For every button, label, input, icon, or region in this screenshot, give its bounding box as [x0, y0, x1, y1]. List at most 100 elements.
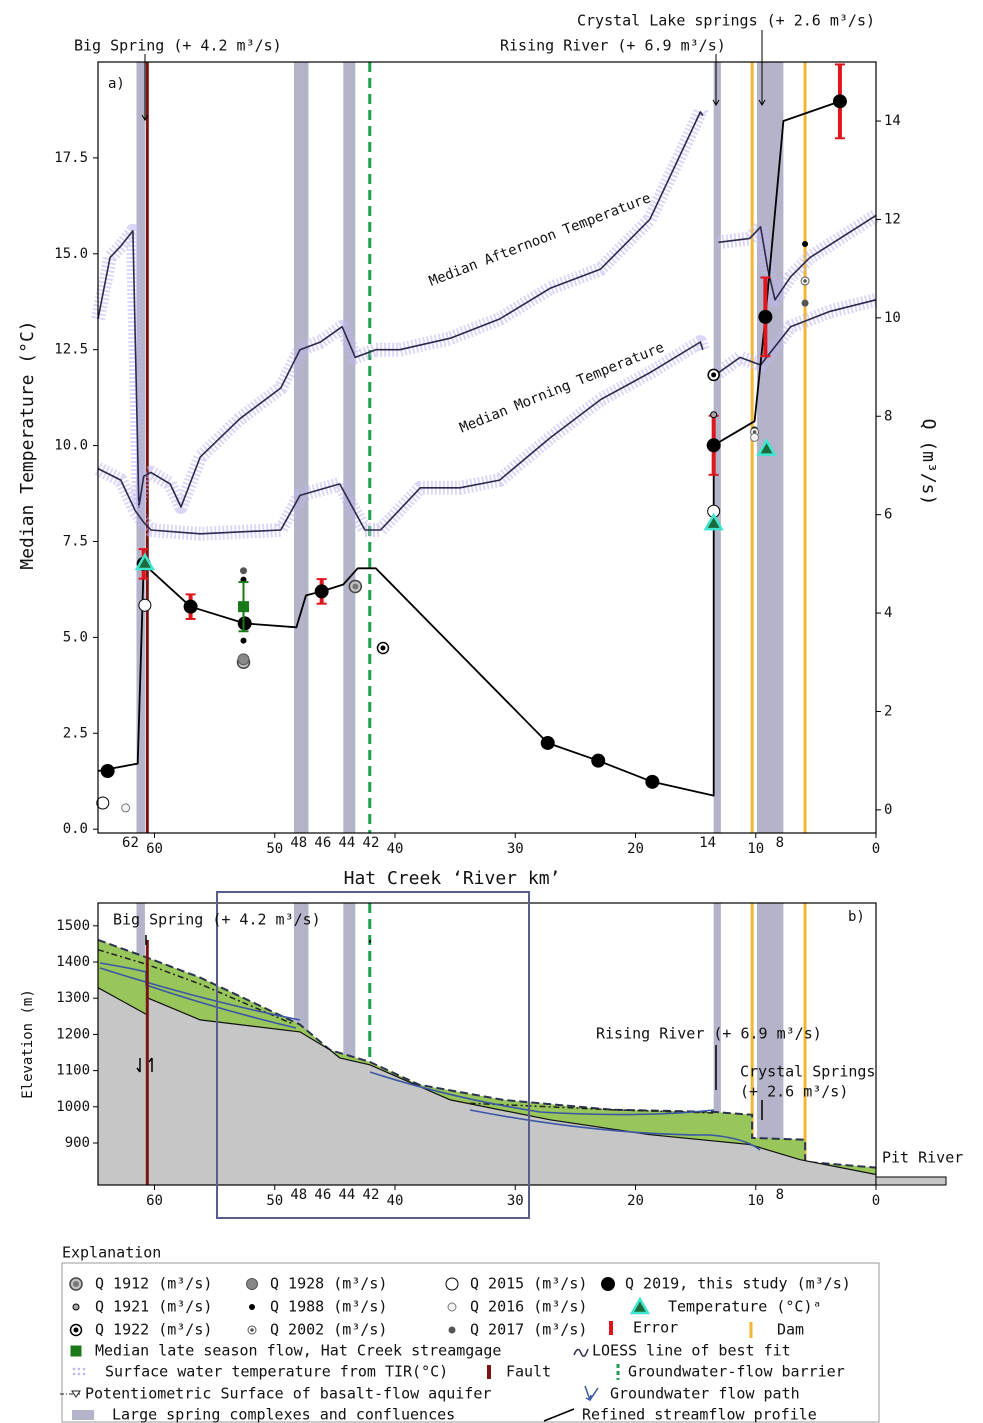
legend-label: Q 2015 (m³/s) — [470, 1275, 587, 1293]
marker — [314, 584, 329, 599]
annotation: Rising River (+ 6.9 m³/s) — [596, 1025, 822, 1043]
marker — [69, 1323, 83, 1337]
ground-surface — [97, 987, 877, 1176]
legend-label: Q 1928 (m³/s) — [270, 1275, 387, 1293]
legend-label: Potentiometric Surface of basalt-flow aq… — [85, 1385, 491, 1403]
marker-part — [73, 1281, 79, 1287]
marker — [183, 599, 198, 614]
annotation-arrowhead — [758, 99, 766, 106]
site-tick-label: 8 — [776, 1187, 784, 1203]
marker-part — [706, 438, 721, 453]
legend-label: Groundwater-flow barrier — [628, 1363, 845, 1381]
marker-part — [352, 583, 359, 590]
marker-part — [70, 1345, 82, 1357]
annotation: Pit River — [882, 1149, 963, 1167]
marker — [121, 803, 131, 813]
site-tick-label: 44 — [338, 1187, 355, 1203]
fault-arrows — [136, 1057, 153, 1073]
marker-part — [314, 584, 329, 599]
site-tick-label: 46 — [314, 1187, 331, 1203]
marker-part — [758, 309, 773, 324]
marker-part — [72, 1303, 80, 1311]
marker — [707, 368, 720, 382]
marker — [756, 438, 777, 456]
x-tick-label: 10 — [747, 1193, 764, 1209]
y2-tick-label: 4 — [884, 605, 892, 621]
legend-symbol — [584, 1385, 599, 1402]
legend-symbol — [487, 1365, 491, 1379]
marker — [100, 764, 115, 779]
marker-part — [448, 1326, 456, 1334]
marker-part — [710, 411, 718, 419]
legend-label: Fault — [506, 1363, 551, 1381]
y-tick-label: 2.5 — [63, 725, 88, 741]
marker — [591, 753, 606, 768]
marker — [601, 1277, 615, 1291]
y2-tick-label: 8 — [884, 408, 892, 424]
y-tick-label: 1200 — [56, 1026, 90, 1042]
legend-label: Groundwater flow path — [610, 1385, 800, 1403]
marker-part — [96, 796, 110, 810]
marker-part — [447, 1302, 457, 1312]
marker-part — [540, 735, 555, 750]
plot-frame — [97, 61, 877, 834]
marker — [645, 774, 660, 789]
marker-part — [138, 598, 152, 612]
spring-band — [343, 62, 356, 833]
ground-area — [98, 987, 876, 1185]
x-tick-label: 60 — [146, 1193, 163, 1209]
marker-part — [703, 512, 724, 531]
legend-label: Q 1988 (m³/s) — [270, 1298, 387, 1316]
marker — [629, 1296, 651, 1315]
marker — [237, 653, 250, 666]
marker-part — [250, 1328, 254, 1332]
groundwater-flow-path — [99, 962, 297, 1029]
annotation-arrowhead — [141, 114, 149, 121]
legend-symbol — [543, 1408, 575, 1422]
legend-symbol — [72, 1410, 94, 1420]
y2-tick-label: 12 — [884, 211, 901, 227]
y-tick-label: 5.0 — [63, 629, 88, 645]
marker — [758, 309, 773, 324]
y-tick-label: 1000 — [56, 1099, 90, 1115]
legend: Q 1912 (m³/s) Q 1928 (m³/s) Q 2015 (m³/s) Q… — [60, 1275, 851, 1423]
y-tick-label: 1100 — [56, 1063, 90, 1079]
legend-symbol — [72, 1372, 76, 1376]
marker — [247, 1325, 257, 1335]
marker — [72, 1303, 80, 1311]
spring-band — [136, 62, 145, 833]
marker — [237, 616, 252, 631]
y2-tick-label: 2 — [884, 703, 892, 719]
annotation: (+ 2.6 m³/s) — [740, 1083, 848, 1101]
marker — [237, 601, 249, 613]
x-tick-label: 20 — [627, 841, 644, 857]
site-tick-label: 48 — [290, 1187, 307, 1203]
marker — [710, 411, 718, 419]
marker-part — [629, 1296, 651, 1315]
x-axis-title: Hat Creek ‘River km’ — [344, 868, 561, 889]
legend-title: Explanation — [62, 1244, 161, 1262]
y-axis-title: Median Temperature (°C) — [17, 320, 38, 569]
marker-part — [246, 1278, 258, 1290]
legend-symbol — [71, 1390, 81, 1398]
marker-part — [380, 645, 386, 651]
marker — [706, 438, 721, 453]
groundwater-flow-path — [99, 967, 301, 1021]
marker — [832, 94, 847, 109]
legend-box — [61, 1262, 880, 1423]
plot-area — [98, 62, 876, 833]
y-tick-label: 1400 — [56, 954, 90, 970]
y-tick-label: 7.5 — [63, 533, 88, 549]
streamflow-profile — [97, 100, 841, 797]
x-tick-label: 60 — [146, 841, 163, 857]
marker-part — [183, 599, 198, 614]
y2-tick-label: 0 — [884, 802, 892, 818]
legend-label: Q 2002 (m³/s) — [270, 1321, 387, 1339]
plot-frame — [97, 902, 877, 1186]
water-surface — [97, 938, 877, 1169]
marker-part — [134, 552, 156, 571]
legend-label: Q 2017 (m³/s) — [470, 1321, 587, 1339]
marker — [134, 552, 156, 571]
site-tick-label: 48 — [290, 835, 307, 851]
y2-tick-label: 14 — [884, 113, 901, 129]
